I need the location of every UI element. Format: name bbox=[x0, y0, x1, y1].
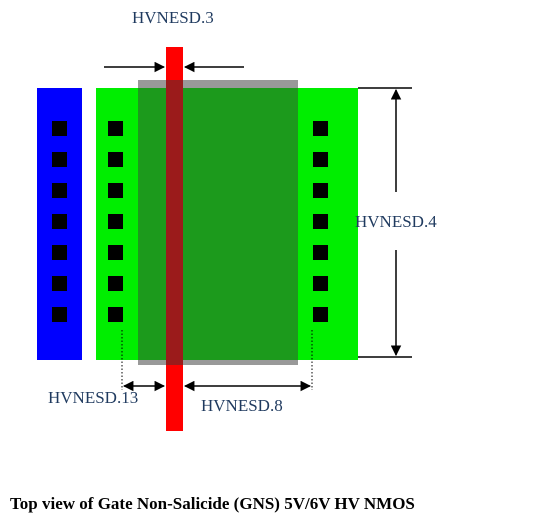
contact-square bbox=[108, 183, 123, 198]
contact-square bbox=[108, 276, 123, 291]
contact-square bbox=[313, 245, 328, 260]
contact-square bbox=[52, 245, 67, 260]
contact-square bbox=[313, 276, 328, 291]
contact-square bbox=[52, 276, 67, 291]
contact-square bbox=[52, 152, 67, 167]
contact-square bbox=[108, 152, 123, 167]
contact-square bbox=[313, 152, 328, 167]
contact-square bbox=[52, 214, 67, 229]
contact-square bbox=[313, 121, 328, 136]
rule-3-label: HVNESD.3 bbox=[132, 8, 214, 27]
contact-square bbox=[313, 214, 328, 229]
rule-13-label: HVNESD.13 bbox=[48, 388, 138, 407]
rule-8-label: HVNESD.8 bbox=[201, 396, 283, 415]
gns-active-overlap bbox=[138, 88, 298, 360]
contact-square bbox=[52, 183, 67, 198]
contact-square bbox=[313, 183, 328, 198]
contact-square bbox=[52, 121, 67, 136]
contact-square bbox=[108, 307, 123, 322]
contact-square bbox=[108, 245, 123, 260]
contact-square bbox=[108, 214, 123, 229]
pickup-contact-column bbox=[52, 121, 67, 322]
figure-caption: Top view of Gate Non-Salicide (GNS) 5V/6… bbox=[10, 494, 415, 513]
drain-contact-column bbox=[313, 121, 328, 322]
contact-square bbox=[313, 307, 328, 322]
contact-square bbox=[108, 121, 123, 136]
poly-gate-gns-overlap bbox=[166, 80, 183, 365]
rule-4-label: HVNESD.4 bbox=[355, 212, 437, 231]
contact-square bbox=[52, 307, 67, 322]
source-contact-column bbox=[108, 121, 123, 322]
